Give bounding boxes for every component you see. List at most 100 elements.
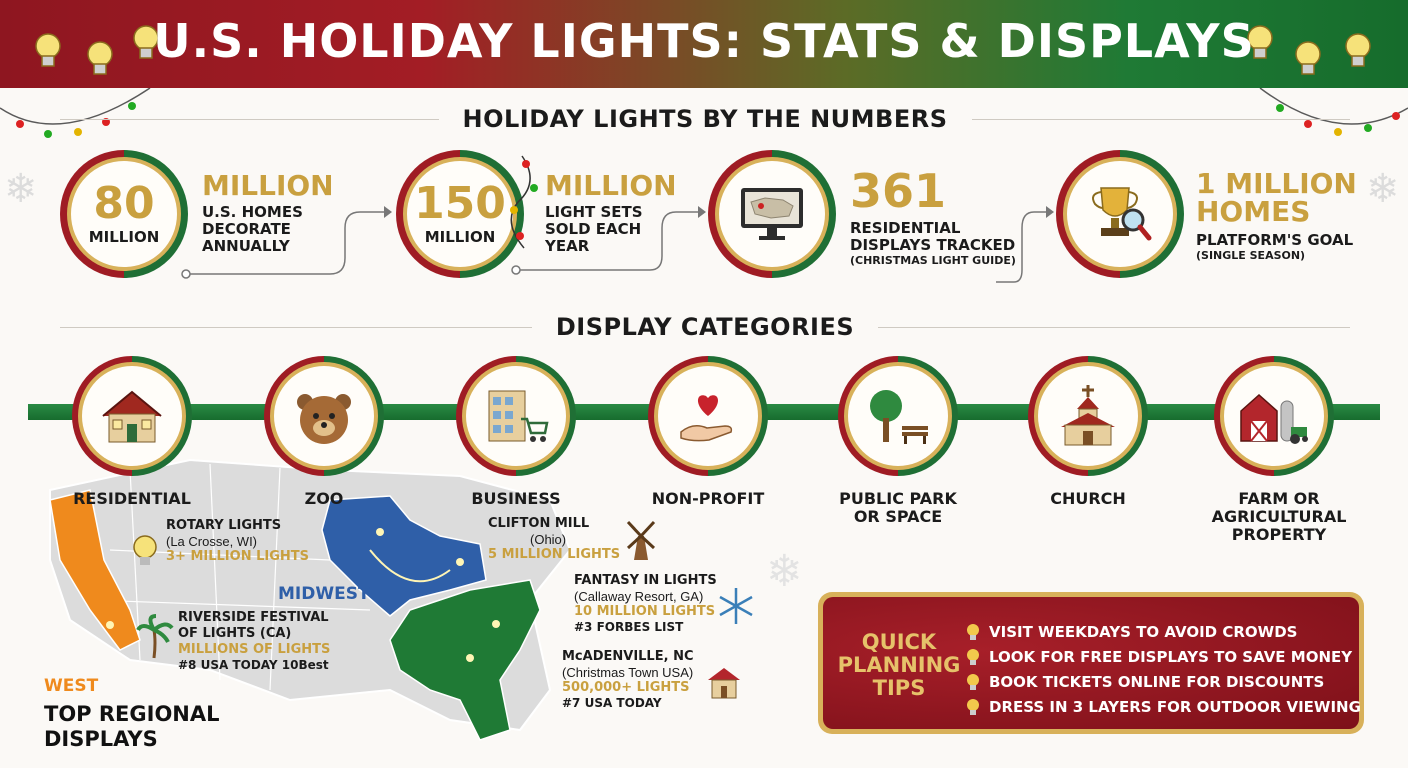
stat-desc-line: YEAR: [545, 237, 590, 255]
midwest-label: MIDWEST: [278, 584, 370, 604]
tips-title-line: TIPS: [872, 676, 926, 700]
west-label: WEST: [44, 676, 98, 696]
stat-361-text: 361 RESIDENTIAL DISPLAYS TRACKED (CHRIST…: [850, 168, 1030, 267]
west-region: [49, 489, 141, 651]
stat-note: (SINGLE SEASON): [1196, 249, 1306, 262]
display-name: CLIFTON MILL: [488, 516, 590, 531]
bulb-string-left-icon: [35, 25, 159, 75]
us-map: [49, 458, 572, 741]
stat-desc-line: PLATFORM'S GOAL: [1196, 231, 1354, 249]
map-title-line: TOP REGIONAL: [44, 702, 220, 726]
bulb-icon: [967, 698, 979, 715]
display-place: (Callaway Resort, GA): [574, 589, 704, 604]
stat-80-text: MILLION U.S. HOMES DECORATE ANNUALLY: [202, 172, 352, 255]
category-label-residential: RESIDENTIAL: [73, 489, 191, 508]
display-lights: 500,000+ LIGHTS: [562, 680, 690, 695]
stat-connectors: [181, 206, 1054, 283]
stat-number: 80: [93, 178, 155, 229]
tip-item: LOOK FOR FREE DISPLAYS TO SAVE MONEY: [965, 644, 1361, 669]
map-title-line: DISPLAYS: [44, 727, 158, 751]
category-label-public-park: PUBLIC PARK OR SPACE: [813, 490, 983, 526]
trophy-magnifier-icon: [1092, 187, 1152, 241]
palm-tree-icon: [136, 614, 174, 659]
tips-title: QUICK PLANNING TIPS: [837, 631, 961, 700]
bulb-icon: [967, 623, 979, 640]
region-name: MIDWEST: [278, 584, 370, 604]
display-name: RIVERSIDE FESTIVAL: [178, 610, 329, 625]
category-public-park: [838, 356, 958, 476]
map-title: TOP REGIONAL DISPLAYS: [44, 702, 220, 752]
stat-desc-line: SOLD EACH: [545, 220, 642, 238]
stat-headline: 1 MILLION: [1196, 167, 1357, 200]
display-place: (Ohio): [530, 532, 567, 547]
house-small-icon: [708, 668, 740, 699]
header-banner: U.S. HOLIDAY LIGHTS: STATS & DISPLAYS: [0, 0, 1408, 88]
display-place: (Christmas Town USA): [562, 665, 694, 680]
snowflake-decor-icon: ❄: [1366, 167, 1400, 211]
bulb-string-right-icon: [1247, 25, 1371, 75]
category-non-profit: [648, 356, 768, 476]
store-cart-icon: [488, 390, 549, 442]
category-residential: [72, 356, 192, 476]
heart-hand-icon: [680, 395, 733, 442]
categories-section-heading: DISPLAY CATEGORIES: [60, 312, 1350, 342]
display-lights: 10 MILLION LIGHTS: [574, 604, 716, 619]
display-rank: #3 FORBES LIST: [574, 620, 684, 634]
tip-text: LOOK FOR FREE DISPLAYS TO SAVE MONEY: [989, 647, 1353, 666]
clifton-mill-label: CLIFTON MILL (Ohio) 5 MILLION LIGHTS: [488, 516, 628, 563]
bear-icon: [297, 394, 351, 444]
display-rank: #8 USA TODAY 10Best: [178, 658, 329, 672]
tip-text: DRESS IN 3 LAYERS FOR OUTDOOR VIEWING: [989, 697, 1361, 716]
windmill-icon: [626, 520, 656, 560]
numbers-heading-text: HOLIDAY LIGHTS BY THE NUMBERS: [462, 105, 948, 133]
category-label-church: CHURCH: [1050, 489, 1126, 508]
category-label-line: FARM OR: [1238, 489, 1320, 508]
tips-title-line: QUICK: [861, 630, 937, 654]
bulb-icon: [133, 535, 157, 565]
stat-desc-line: DISPLAYS TRACKED: [850, 236, 1016, 254]
snowflake-icon: [719, 588, 753, 624]
tip-text: VISIT WEEKDAYS TO AVOID CROWDS: [989, 622, 1298, 641]
stat-desc-line: U.S. HOMES: [202, 203, 303, 221]
display-place: (La Crosse, WI): [166, 534, 258, 549]
snowflake-decor-icon: ❄: [766, 547, 803, 596]
category-business: [456, 356, 576, 476]
stat-80-million-circle: 80 MILLION: [60, 150, 188, 278]
page-title: U.S. HOLIDAY LIGHTS: STATS & DISPLAYS: [153, 14, 1255, 68]
tip-item: VISIT WEEKDAYS TO AVOID CROWDS: [965, 619, 1361, 644]
rotary-lights-label: ROTARY LIGHTS (La Crosse, WI) 3+ MILLION…: [166, 518, 316, 565]
category-farm: [1214, 356, 1334, 476]
display-name: FANTASY IN LIGHTS: [574, 573, 717, 588]
tip-text: BOOK TICKETS ONLINE FOR DISCOUNTS: [989, 672, 1325, 691]
mcadenville-label: McADENVILLE, NC (Christmas Town USA) 500…: [562, 649, 722, 711]
category-label-business: BUSINESS: [471, 489, 561, 508]
stat-desc-line: RESIDENTIAL: [850, 219, 961, 237]
stat-number: 150: [414, 178, 506, 229]
category-church: [1028, 356, 1148, 476]
house-icon: [102, 390, 162, 443]
fantasy-in-lights-label: FANTASY IN LIGHTS (Callaway Resort, GA) …: [574, 573, 744, 635]
category-label-line: PUBLIC PARK: [839, 489, 957, 508]
stat-headline: MILLION: [545, 169, 677, 202]
display-name: ROTARY LIGHTS: [166, 518, 282, 533]
stat-headline-2: HOMES: [1196, 195, 1311, 228]
bulb-icon: [967, 648, 979, 665]
display-rank: #7 USA TODAY: [562, 696, 662, 710]
category-label-line: PROPERTY: [1231, 525, 1327, 544]
tip-item: DRESS IN 3 LAYERS FOR OUTDOOR VIEWING: [965, 694, 1361, 719]
stat-desc-line: ANNUALLY: [202, 237, 290, 255]
numbers-section-heading: HOLIDAY LIGHTS BY THE NUMBERS: [60, 104, 1350, 134]
category-label-line: AGRICULTURAL: [1211, 507, 1347, 526]
stat-headline: 361: [850, 164, 947, 218]
display-lights: MILLIONS OF LIGHTS: [178, 642, 331, 657]
categories-heading-text: DISPLAY CATEGORIES: [555, 313, 855, 341]
light-string-right-icon: [1259, 88, 1408, 136]
stat-1-million-text: 1 MILLION HOMES PLATFORM'S GOAL (SINGLE …: [1196, 167, 1376, 263]
stat-unit: MILLION: [88, 228, 160, 246]
stat-150-million-circle: 150 MILLION: [396, 150, 524, 278]
barn-icon: [1240, 393, 1308, 444]
region-name: WEST: [44, 676, 99, 696]
category-label-farm: FARM OR AGRICULTURAL PROPERTY: [1194, 490, 1364, 544]
tips-list: VISIT WEEKDAYS TO AVOID CROWDS LOOK FOR …: [965, 619, 1361, 719]
stat-1-million-homes-circle: [1056, 150, 1184, 278]
